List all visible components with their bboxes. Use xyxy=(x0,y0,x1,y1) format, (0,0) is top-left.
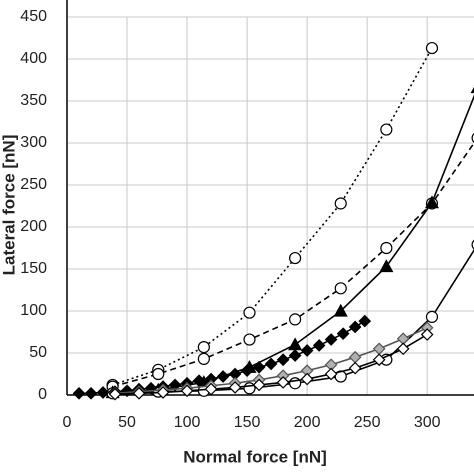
series xyxy=(106,41,439,392)
point xyxy=(168,378,182,392)
y-axis-label: Lateral force [nN] xyxy=(0,135,18,276)
point xyxy=(264,357,278,371)
point xyxy=(289,251,302,265)
x-tick-label: 0 xyxy=(63,414,72,431)
point xyxy=(300,344,314,357)
x-tick-label: 150 xyxy=(234,414,261,431)
x-tick-label: 200 xyxy=(294,414,321,431)
point xyxy=(197,352,210,365)
series xyxy=(105,86,474,399)
point xyxy=(424,195,439,209)
series-line xyxy=(112,47,433,386)
x-tick-label: 50 xyxy=(118,414,136,431)
point xyxy=(180,384,194,398)
point xyxy=(276,376,290,389)
point xyxy=(425,310,439,323)
point xyxy=(216,370,230,383)
point xyxy=(396,342,410,356)
point xyxy=(420,328,434,341)
point xyxy=(288,337,303,351)
point xyxy=(288,349,302,362)
point xyxy=(470,86,474,94)
point xyxy=(379,259,394,273)
point xyxy=(132,386,146,400)
point xyxy=(108,387,122,401)
point xyxy=(372,353,386,367)
point xyxy=(333,303,348,317)
point xyxy=(228,381,242,394)
point xyxy=(425,41,439,55)
y-tick-label: 100 xyxy=(20,302,47,319)
x-tick-label: 100 xyxy=(174,414,201,431)
point xyxy=(336,327,350,341)
point xyxy=(197,341,210,354)
y-tick-label: 450 xyxy=(20,8,47,25)
point xyxy=(324,367,338,381)
point xyxy=(334,282,347,295)
point xyxy=(72,386,86,400)
point xyxy=(252,360,266,374)
point xyxy=(324,333,338,346)
point xyxy=(156,386,170,399)
point xyxy=(348,320,362,334)
y-tick-label: 50 xyxy=(29,344,47,361)
y-tick-label: 300 xyxy=(20,134,47,151)
point xyxy=(358,314,372,328)
point xyxy=(380,241,393,255)
y-tick-label: 0 xyxy=(38,386,47,403)
point xyxy=(300,372,314,386)
series xyxy=(106,133,474,393)
point xyxy=(252,378,266,392)
series xyxy=(108,328,434,401)
point xyxy=(380,123,393,136)
x-axis-label: Normal force [nN] xyxy=(183,447,327,466)
point xyxy=(348,361,362,375)
y-tick-label: 400 xyxy=(20,50,47,67)
y-tick-label: 200 xyxy=(20,218,47,235)
point xyxy=(204,382,218,396)
x-tick-label: 300 xyxy=(414,414,441,431)
point xyxy=(96,386,110,399)
point xyxy=(243,306,256,319)
y-tick-label: 350 xyxy=(20,92,47,109)
x-tick-label: 250 xyxy=(354,414,381,431)
point xyxy=(334,197,347,210)
point xyxy=(84,386,98,400)
point xyxy=(289,313,302,326)
point xyxy=(276,353,290,367)
series-line xyxy=(79,320,366,395)
y-tick-label: 250 xyxy=(20,176,47,193)
point xyxy=(240,364,254,377)
y-tick-label: 150 xyxy=(20,260,47,277)
point xyxy=(312,339,326,352)
point xyxy=(243,333,256,346)
point xyxy=(152,367,165,381)
